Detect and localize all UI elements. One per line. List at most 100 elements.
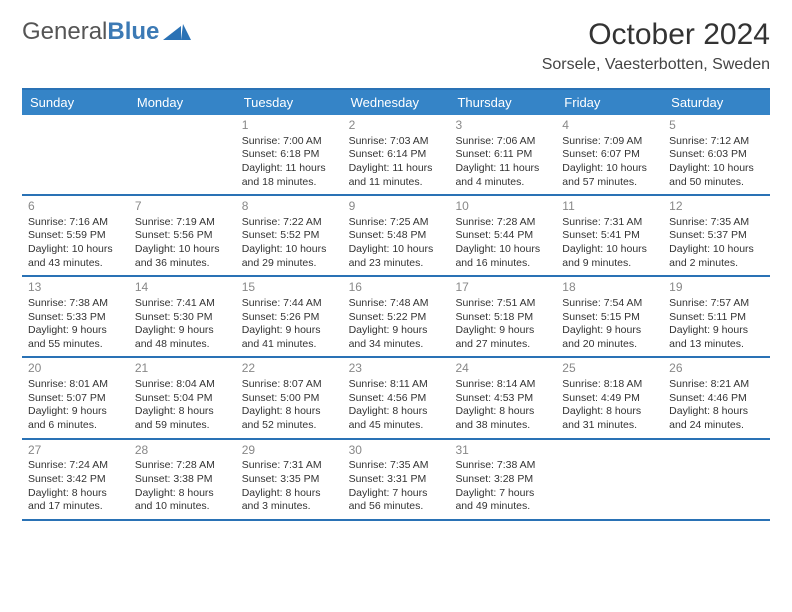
logo-mark-icon xyxy=(163,20,191,45)
weeks-container: 1Sunrise: 7:00 AMSunset: 6:18 PMDaylight… xyxy=(22,115,770,521)
sunset-text: Sunset: 3:42 PM xyxy=(28,473,123,487)
sunrise-text: Sunrise: 8:18 AM xyxy=(562,378,657,392)
day-number: 15 xyxy=(242,280,337,296)
daylight-text: Daylight: 9 hours and 48 minutes. xyxy=(135,324,230,351)
day-cell: 27Sunrise: 7:24 AMSunset: 3:42 PMDayligh… xyxy=(22,440,129,519)
day-cell: 14Sunrise: 7:41 AMSunset: 5:30 PMDayligh… xyxy=(129,277,236,356)
dow-header: Wednesday xyxy=(343,90,450,115)
day-number: 8 xyxy=(242,199,337,215)
day-cell: 19Sunrise: 7:57 AMSunset: 5:11 PMDayligh… xyxy=(663,277,770,356)
header: GeneralBlue October 2024 Sorsele, Vaeste… xyxy=(22,18,770,74)
sunset-text: Sunset: 5:33 PM xyxy=(28,311,123,325)
sunset-text: Sunset: 5:04 PM xyxy=(135,392,230,406)
sunrise-text: Sunrise: 8:11 AM xyxy=(349,378,444,392)
dow-header: Friday xyxy=(556,90,663,115)
day-cell: 24Sunrise: 8:14 AMSunset: 4:53 PMDayligh… xyxy=(449,358,556,437)
day-number: 10 xyxy=(455,199,550,215)
day-cell xyxy=(556,440,663,519)
day-number: 24 xyxy=(455,361,550,377)
day-cell: 8Sunrise: 7:22 AMSunset: 5:52 PMDaylight… xyxy=(236,196,343,275)
day-number: 6 xyxy=(28,199,123,215)
daylight-text: Daylight: 9 hours and 13 minutes. xyxy=(669,324,764,351)
daylight-text: Daylight: 10 hours and 23 minutes. xyxy=(349,243,444,270)
sunrise-text: Sunrise: 7:03 AM xyxy=(349,135,444,149)
day-cell xyxy=(129,115,236,194)
sunset-text: Sunset: 4:56 PM xyxy=(349,392,444,406)
day-number: 14 xyxy=(135,280,230,296)
sunset-text: Sunset: 5:26 PM xyxy=(242,311,337,325)
location: Sorsele, Vaesterbotten, Sweden xyxy=(542,56,770,74)
sunset-text: Sunset: 6:03 PM xyxy=(669,148,764,162)
calendar: SundayMondayTuesdayWednesdayThursdayFrid… xyxy=(22,88,770,521)
day-number: 30 xyxy=(349,443,444,459)
day-number: 2 xyxy=(349,118,444,134)
day-cell: 18Sunrise: 7:54 AMSunset: 5:15 PMDayligh… xyxy=(556,277,663,356)
day-number: 18 xyxy=(562,280,657,296)
day-number: 9 xyxy=(349,199,444,215)
daylight-text: Daylight: 11 hours and 4 minutes. xyxy=(455,162,550,189)
day-number: 29 xyxy=(242,443,337,459)
day-cell: 30Sunrise: 7:35 AMSunset: 3:31 PMDayligh… xyxy=(343,440,450,519)
day-cell: 16Sunrise: 7:48 AMSunset: 5:22 PMDayligh… xyxy=(343,277,450,356)
day-cell xyxy=(22,115,129,194)
daylight-text: Daylight: 9 hours and 20 minutes. xyxy=(562,324,657,351)
sunrise-text: Sunrise: 7:19 AM xyxy=(135,216,230,230)
sunrise-text: Sunrise: 8:07 AM xyxy=(242,378,337,392)
sunrise-text: Sunrise: 8:21 AM xyxy=(669,378,764,392)
dow-header: Thursday xyxy=(449,90,556,115)
dow-header: Saturday xyxy=(663,90,770,115)
sunrise-text: Sunrise: 7:44 AM xyxy=(242,297,337,311)
daylight-text: Daylight: 10 hours and 2 minutes. xyxy=(669,243,764,270)
day-number: 26 xyxy=(669,361,764,377)
sunset-text: Sunset: 5:44 PM xyxy=(455,229,550,243)
day-cell: 23Sunrise: 8:11 AMSunset: 4:56 PMDayligh… xyxy=(343,358,450,437)
logo: GeneralBlue xyxy=(22,18,191,46)
day-cell: 4Sunrise: 7:09 AMSunset: 6:07 PMDaylight… xyxy=(556,115,663,194)
day-cell: 5Sunrise: 7:12 AMSunset: 6:03 PMDaylight… xyxy=(663,115,770,194)
sunset-text: Sunset: 3:38 PM xyxy=(135,473,230,487)
day-number: 25 xyxy=(562,361,657,377)
daylight-text: Daylight: 9 hours and 34 minutes. xyxy=(349,324,444,351)
sunrise-text: Sunrise: 7:28 AM xyxy=(135,459,230,473)
sunrise-text: Sunrise: 7:16 AM xyxy=(28,216,123,230)
day-cell: 13Sunrise: 7:38 AMSunset: 5:33 PMDayligh… xyxy=(22,277,129,356)
day-cell: 12Sunrise: 7:35 AMSunset: 5:37 PMDayligh… xyxy=(663,196,770,275)
sunset-text: Sunset: 6:11 PM xyxy=(455,148,550,162)
day-cell: 22Sunrise: 8:07 AMSunset: 5:00 PMDayligh… xyxy=(236,358,343,437)
daylight-text: Daylight: 8 hours and 10 minutes. xyxy=(135,487,230,514)
daylight-text: Daylight: 11 hours and 18 minutes. xyxy=(242,162,337,189)
sunset-text: Sunset: 5:48 PM xyxy=(349,229,444,243)
sunrise-text: Sunrise: 7:48 AM xyxy=(349,297,444,311)
sunrise-text: Sunrise: 7:31 AM xyxy=(562,216,657,230)
sunset-text: Sunset: 5:22 PM xyxy=(349,311,444,325)
daylight-text: Daylight: 10 hours and 29 minutes. xyxy=(242,243,337,270)
day-number: 23 xyxy=(349,361,444,377)
daylight-text: Daylight: 9 hours and 41 minutes. xyxy=(242,324,337,351)
sunrise-text: Sunrise: 7:24 AM xyxy=(28,459,123,473)
sunset-text: Sunset: 5:07 PM xyxy=(28,392,123,406)
daylight-text: Daylight: 9 hours and 6 minutes. xyxy=(28,405,123,432)
day-cell: 15Sunrise: 7:44 AMSunset: 5:26 PMDayligh… xyxy=(236,277,343,356)
day-number: 28 xyxy=(135,443,230,459)
sunset-text: Sunset: 5:59 PM xyxy=(28,229,123,243)
daylight-text: Daylight: 8 hours and 17 minutes. xyxy=(28,487,123,514)
day-number: 11 xyxy=(562,199,657,215)
day-cell: 6Sunrise: 7:16 AMSunset: 5:59 PMDaylight… xyxy=(22,196,129,275)
daylight-text: Daylight: 8 hours and 38 minutes. xyxy=(455,405,550,432)
day-cell: 7Sunrise: 7:19 AMSunset: 5:56 PMDaylight… xyxy=(129,196,236,275)
daylight-text: Daylight: 8 hours and 45 minutes. xyxy=(349,405,444,432)
logo-part2: Blue xyxy=(107,18,159,45)
sunrise-text: Sunrise: 7:41 AM xyxy=(135,297,230,311)
day-cell: 2Sunrise: 7:03 AMSunset: 6:14 PMDaylight… xyxy=(343,115,450,194)
month-title: October 2024 xyxy=(542,18,770,52)
day-cell: 21Sunrise: 8:04 AMSunset: 5:04 PMDayligh… xyxy=(129,358,236,437)
day-number: 5 xyxy=(669,118,764,134)
dow-header: Sunday xyxy=(22,90,129,115)
daylight-text: Daylight: 9 hours and 55 minutes. xyxy=(28,324,123,351)
day-cell: 10Sunrise: 7:28 AMSunset: 5:44 PMDayligh… xyxy=(449,196,556,275)
sunrise-text: Sunrise: 7:00 AM xyxy=(242,135,337,149)
sunrise-text: Sunrise: 8:14 AM xyxy=(455,378,550,392)
sunset-text: Sunset: 5:30 PM xyxy=(135,311,230,325)
day-number: 21 xyxy=(135,361,230,377)
daylight-text: Daylight: 9 hours and 27 minutes. xyxy=(455,324,550,351)
